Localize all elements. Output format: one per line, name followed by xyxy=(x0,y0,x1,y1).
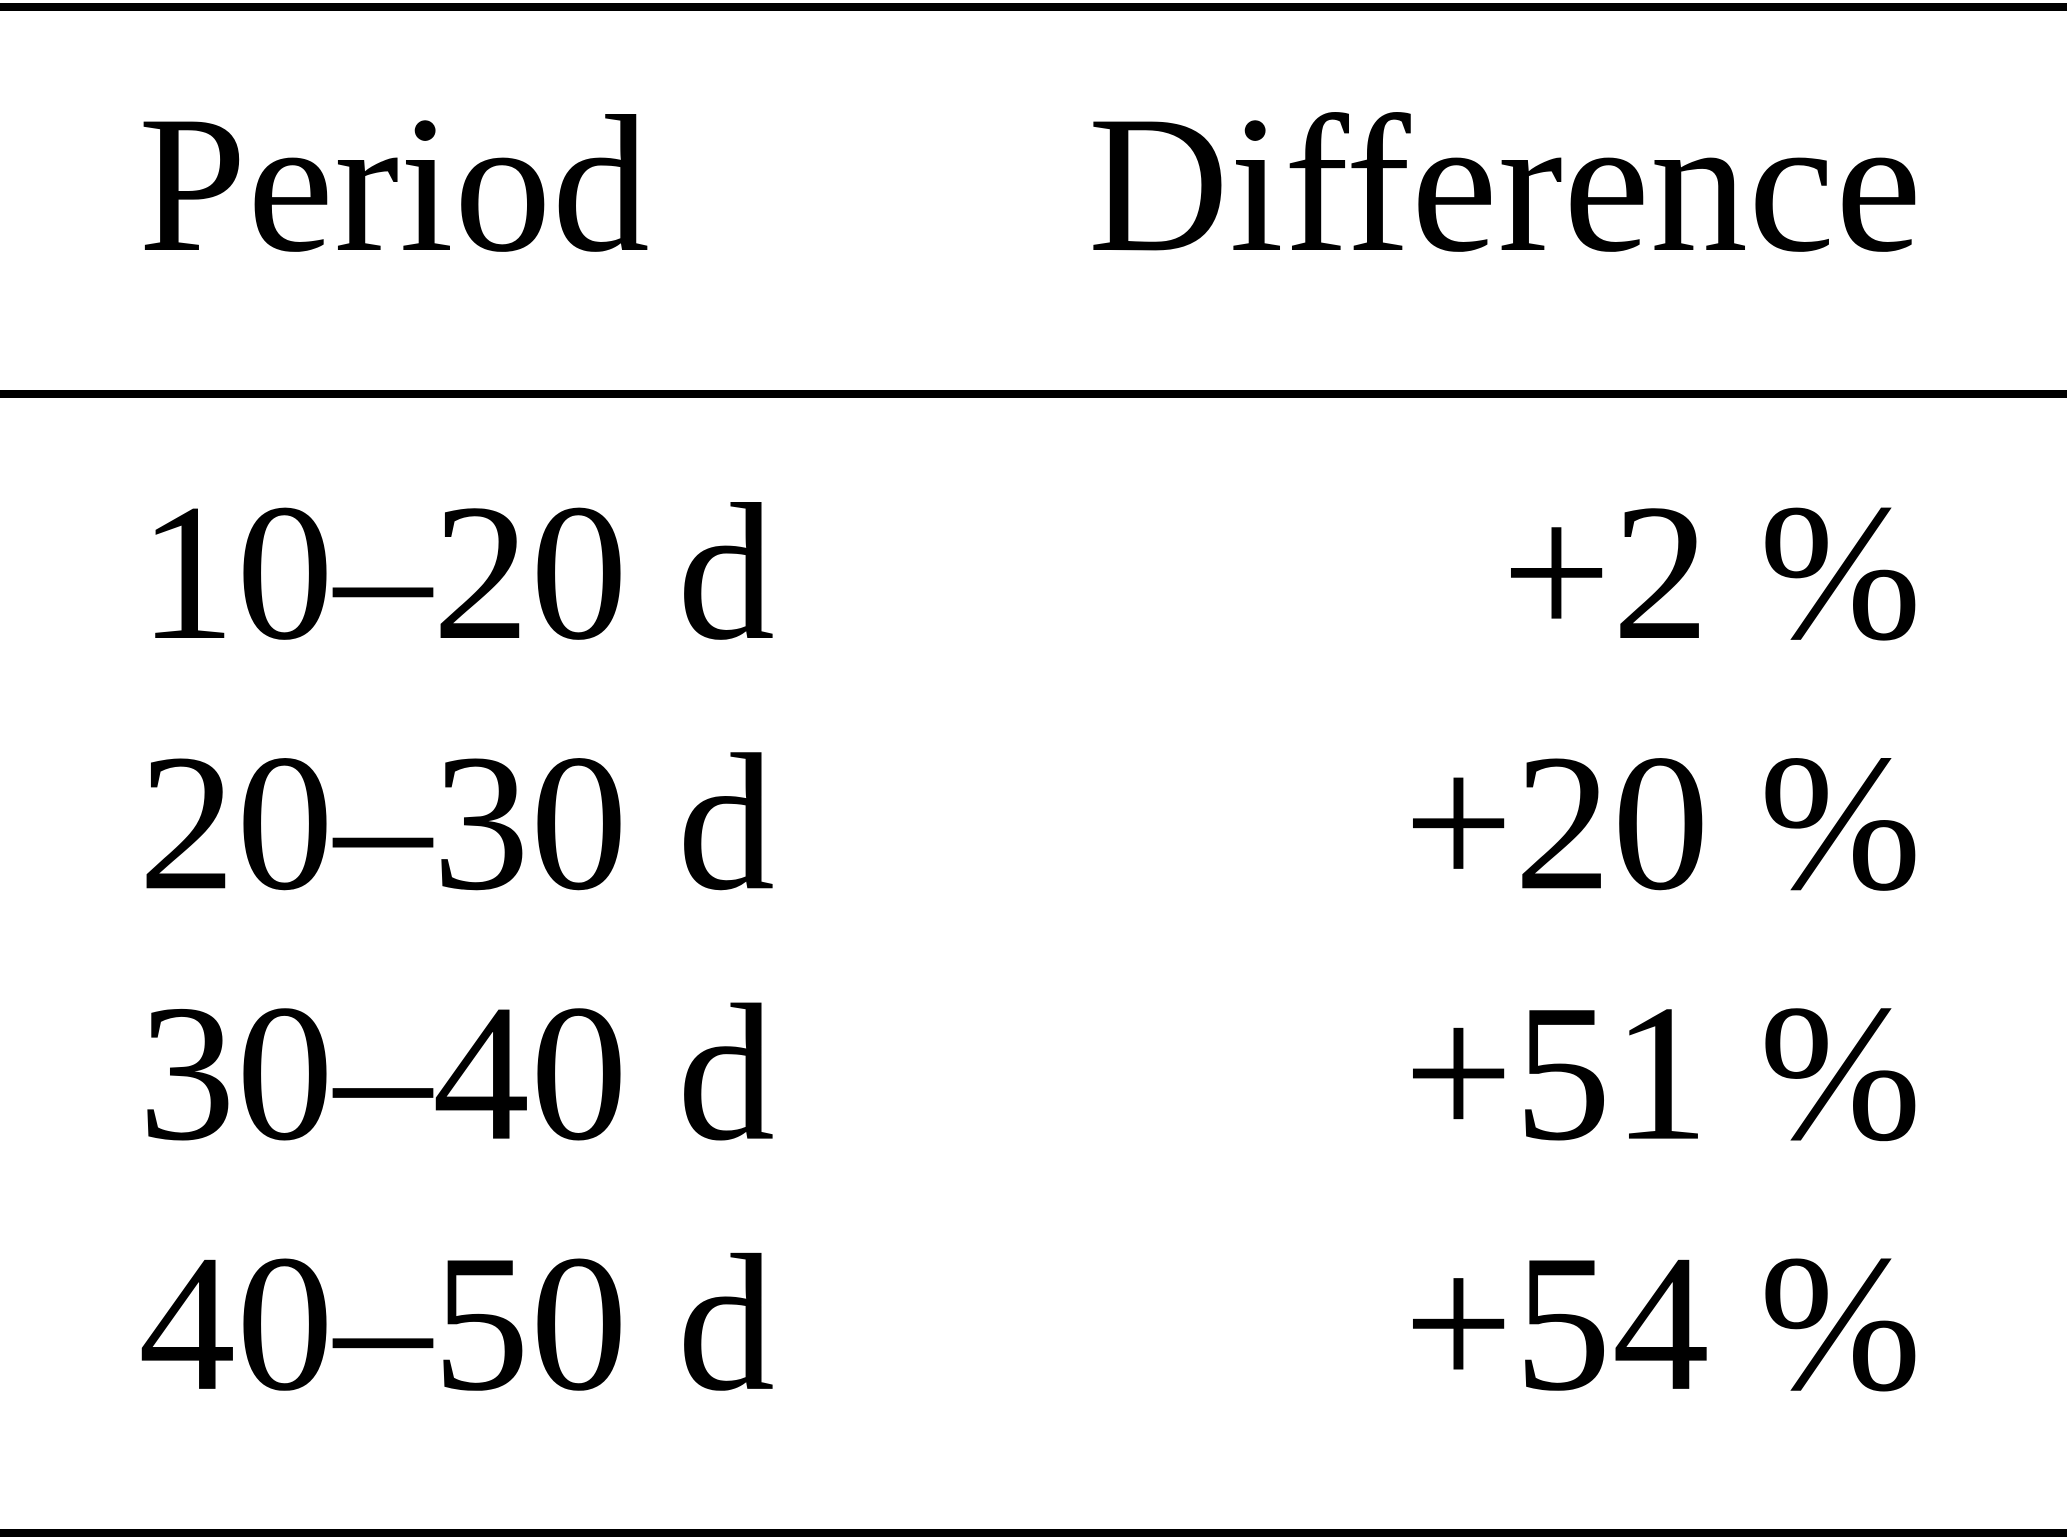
period-cell: 20–30 d xyxy=(138,714,775,931)
period-cell: 40–50 d xyxy=(138,1215,775,1432)
difference-cell: +2 % xyxy=(1501,464,1922,681)
difference-cell: +20 % xyxy=(1403,714,1922,931)
difference-cell: +54 % xyxy=(1403,1215,1922,1432)
period-cell: 30–40 d xyxy=(138,965,775,1182)
header-cell: Difference xyxy=(1088,76,1922,293)
period-cell: 10–20 d xyxy=(138,464,775,681)
difference-cell: +51 % xyxy=(1403,965,1922,1182)
header-cell: Period xyxy=(138,76,650,293)
